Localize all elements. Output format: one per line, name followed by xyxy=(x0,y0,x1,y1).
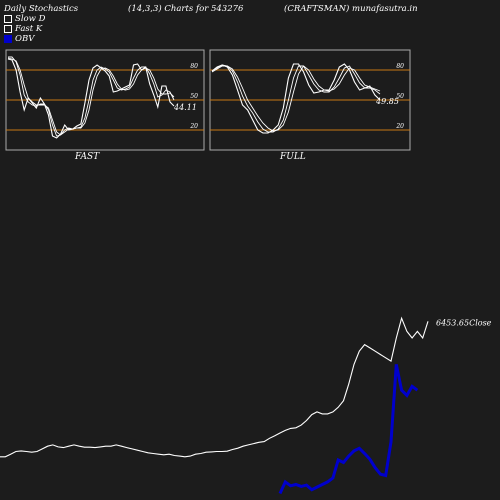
stoch-series-line-0 xyxy=(211,63,381,134)
last-value-label: 49.85 xyxy=(375,97,399,106)
stoch-series-line-2 xyxy=(211,65,381,132)
legend-label: Slow D xyxy=(15,14,46,24)
legend-swatch-icon xyxy=(4,15,12,23)
y-tick-label: 80 xyxy=(190,63,198,70)
legend-obv: OBV xyxy=(4,34,34,44)
y-tick-label: 50 xyxy=(396,93,404,100)
stoch-series-line-0 xyxy=(7,58,175,139)
y-tick-label: 80 xyxy=(396,63,404,70)
ticker-label: (CRAFTSMAN) munafasutra.in xyxy=(284,4,418,14)
panel-title-label: FAST xyxy=(74,152,100,162)
chart-type-label: Daily Stochastics xyxy=(4,4,79,14)
close-value-label: 6453.65Close xyxy=(436,318,492,327)
stoch-series-line-1 xyxy=(211,64,381,133)
legend-label: OBV xyxy=(15,34,35,44)
panel-title-label: FULL xyxy=(279,152,306,162)
last-value-label: 44.11 xyxy=(173,103,197,112)
y-tick-label: 20 xyxy=(395,123,404,130)
y-tick-label: 20 xyxy=(189,123,198,130)
legend-fast-k: Fast K xyxy=(4,24,42,34)
obv-line xyxy=(278,364,419,495)
legend-slow-d: Slow D xyxy=(4,14,45,24)
legend-swatch-icon xyxy=(4,35,12,43)
legend-label: Fast K xyxy=(15,24,43,34)
stoch-series-line-2 xyxy=(7,57,175,136)
y-tick-label: 50 xyxy=(190,93,198,100)
close-price-line xyxy=(0,316,429,458)
legend-swatch-icon xyxy=(4,25,12,33)
chart-params-label: (14,3,3) Charts for 543276 xyxy=(128,4,244,14)
